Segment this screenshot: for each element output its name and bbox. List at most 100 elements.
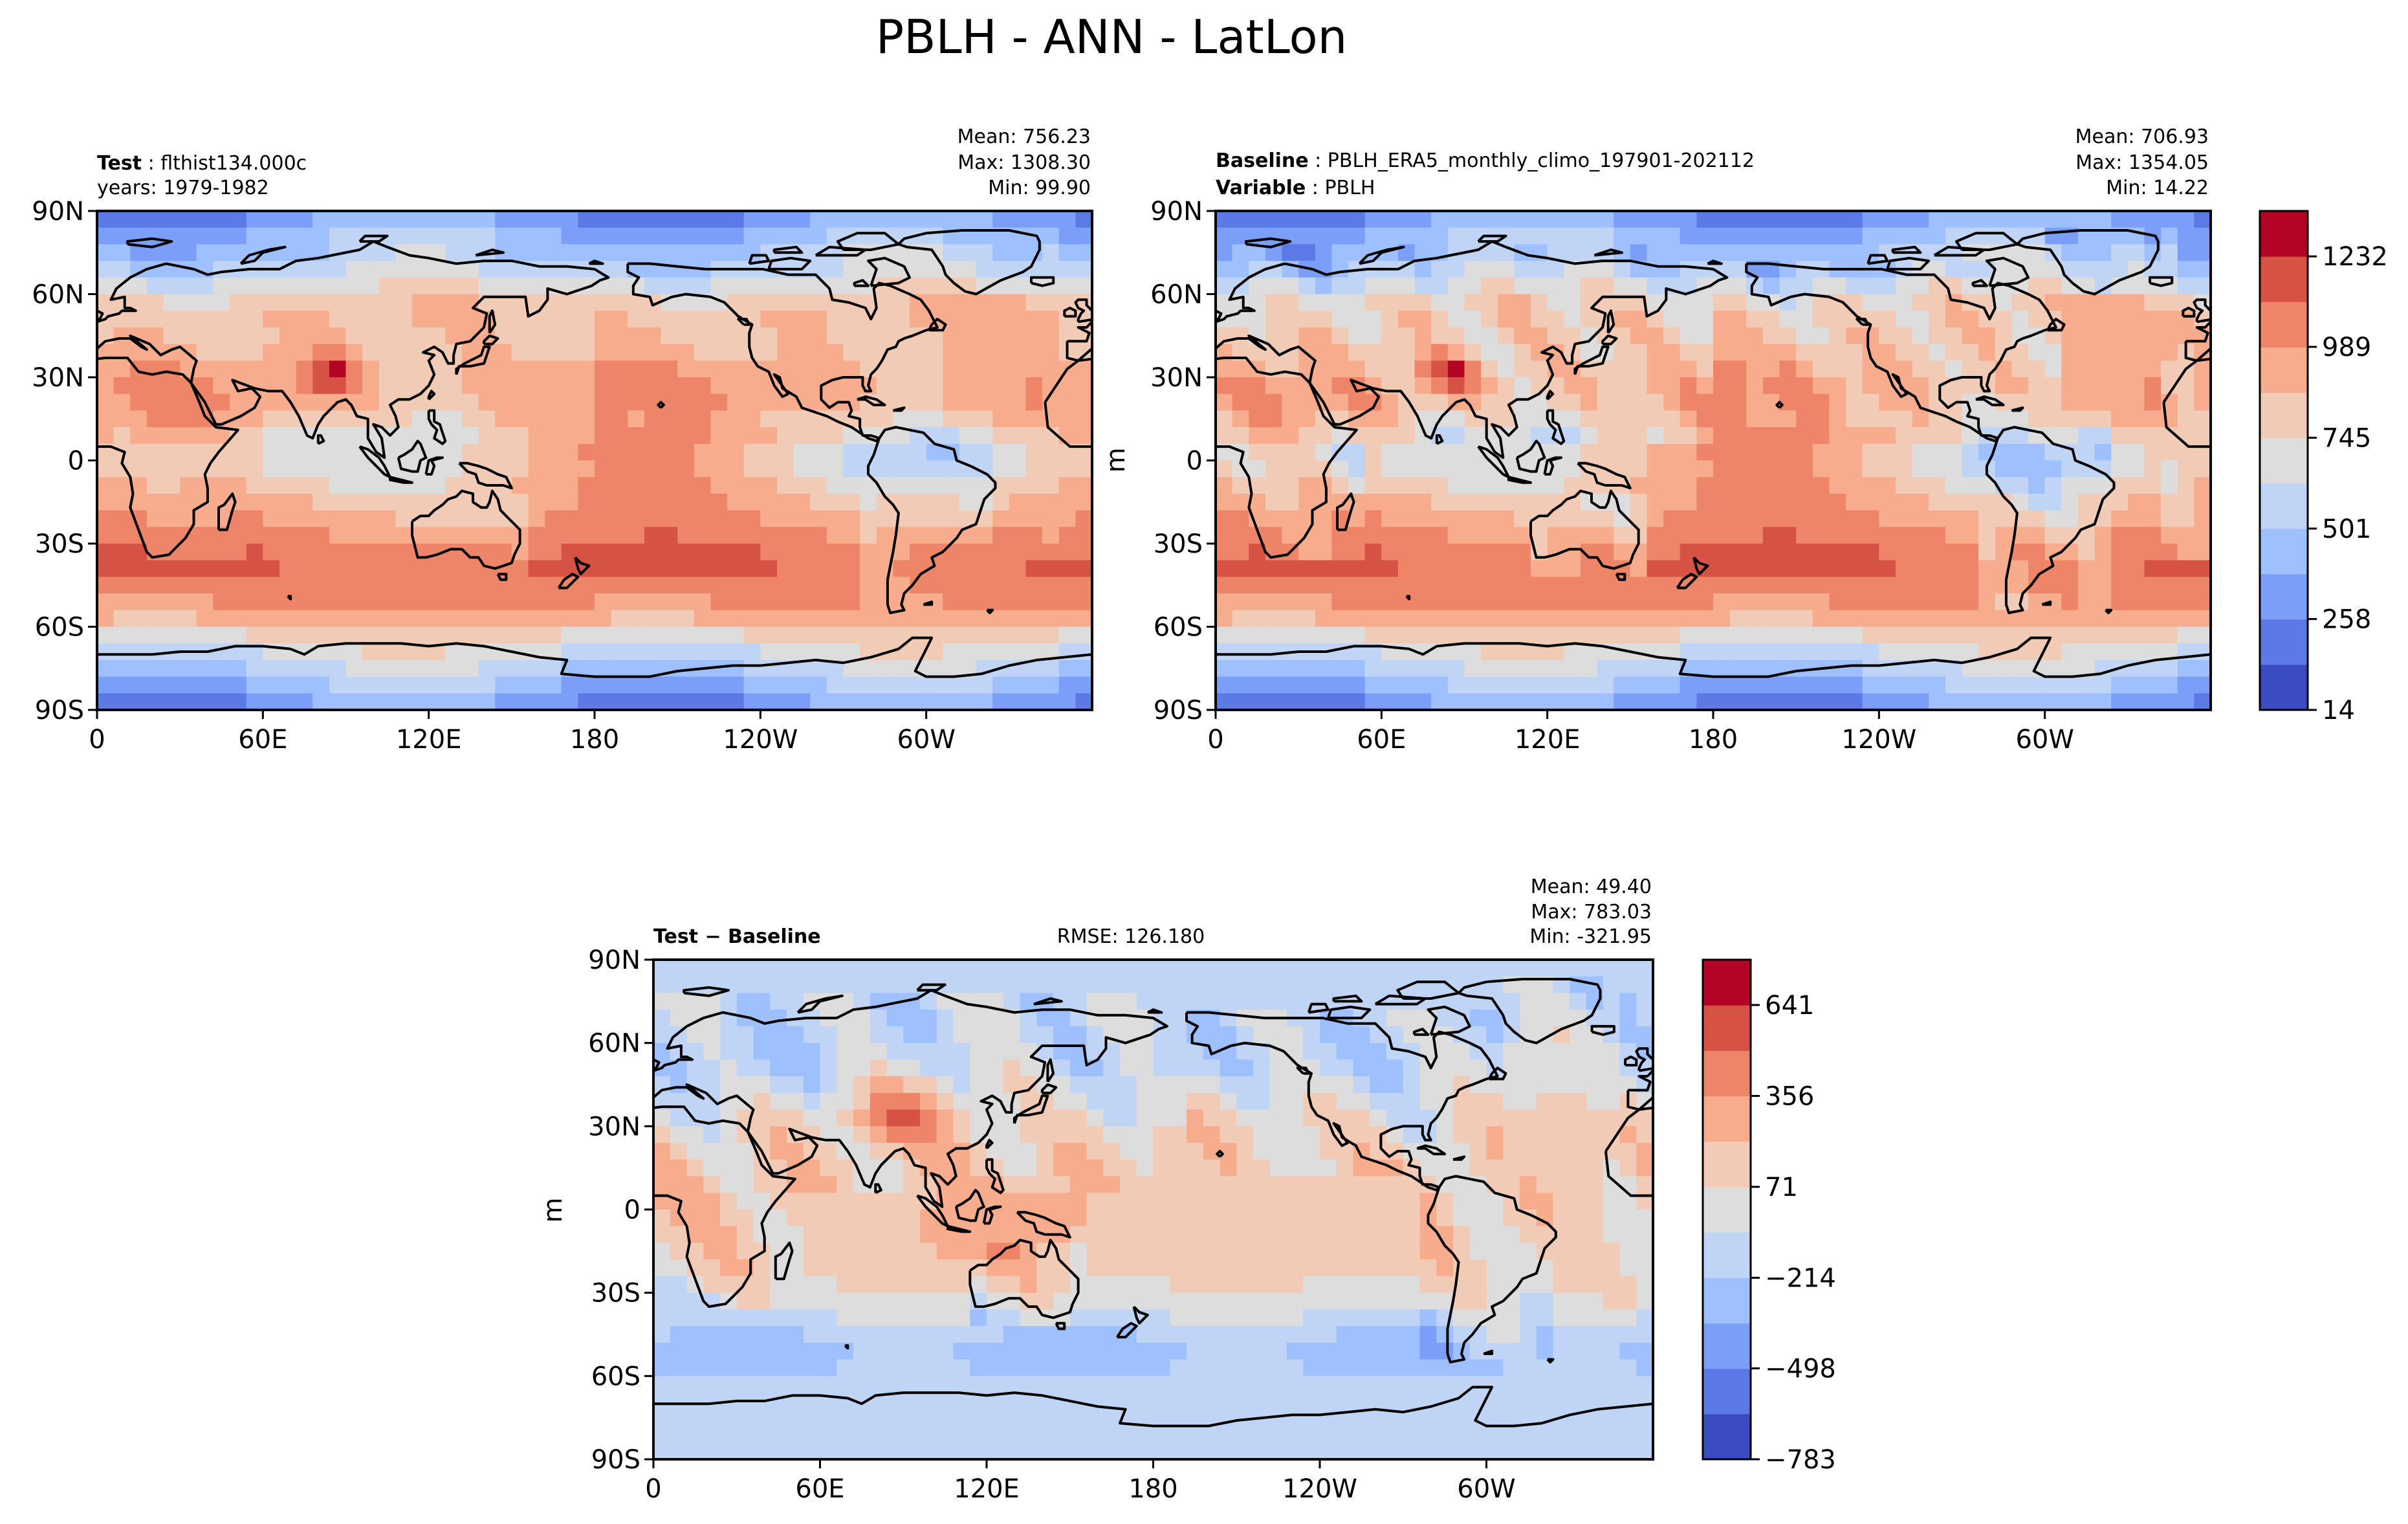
test-field-cell bbox=[628, 643, 645, 661]
diff-field-cell bbox=[686, 1176, 705, 1193]
baseline-field-cell bbox=[1762, 510, 1780, 528]
baseline-field-cell bbox=[1995, 527, 2013, 544]
baseline-field-cell bbox=[1846, 460, 1863, 478]
diff-field-cell bbox=[837, 1076, 854, 1094]
coastline-iceland bbox=[1030, 276, 1055, 287]
diff-field-cell bbox=[1236, 1026, 1254, 1044]
diff-field-cell bbox=[736, 1059, 754, 1077]
baseline-field-cell bbox=[1331, 244, 1349, 261]
diff-field-cell bbox=[853, 1259, 871, 1277]
baseline-field-cell bbox=[1929, 659, 1946, 678]
test-field-cell bbox=[1075, 693, 1092, 710]
test-field-cell bbox=[1058, 626, 1077, 644]
diff-field-cell bbox=[853, 1059, 871, 1077]
test-field-cell bbox=[213, 443, 230, 461]
baseline-field-cell bbox=[1962, 510, 1979, 528]
diff-field-cell bbox=[1636, 1159, 1653, 1177]
diff-field-cell bbox=[1469, 1026, 1487, 1044]
baseline-field-cell bbox=[1779, 227, 1797, 245]
baseline-field-cell bbox=[1630, 626, 1648, 644]
diff-field-cell bbox=[1453, 1059, 1471, 1077]
test-field-cell bbox=[97, 676, 115, 694]
test-field-cell bbox=[860, 577, 877, 594]
baseline-field-cell bbox=[2094, 577, 2112, 594]
baseline-field-cell bbox=[2194, 227, 2211, 245]
diff-field-cell bbox=[1586, 1143, 1604, 1160]
test-field-cell bbox=[180, 311, 197, 328]
baseline-field-cell bbox=[2061, 676, 2079, 694]
test-field-cell bbox=[279, 311, 297, 328]
diff-field-cell bbox=[1603, 1076, 1621, 1094]
test-field-cell bbox=[545, 610, 562, 628]
test-field-cell bbox=[628, 311, 645, 328]
test-field-cell bbox=[230, 211, 247, 228]
baseline-field-cell bbox=[1447, 327, 1465, 345]
diff-field-cell bbox=[936, 1109, 954, 1127]
diff-field-cell bbox=[920, 1076, 937, 1094]
baseline-field-cell bbox=[2028, 261, 2046, 278]
test-field-cell bbox=[279, 294, 297, 311]
test-field-cell bbox=[511, 277, 529, 295]
baseline-field-cell bbox=[1962, 643, 1979, 661]
baseline-field-cell bbox=[1978, 510, 1996, 528]
test-field-cell bbox=[1042, 626, 1060, 644]
diff-field-cell bbox=[1153, 1193, 1171, 1210]
test-field-cell bbox=[329, 659, 347, 678]
test-field-cell bbox=[478, 443, 496, 461]
baseline-field-cell bbox=[1912, 676, 1929, 694]
baseline-field-cell bbox=[2127, 244, 2145, 261]
baseline-field-cell bbox=[1729, 676, 1747, 694]
baseline-field-cell bbox=[1216, 427, 1233, 445]
baseline-field-cell bbox=[1862, 676, 1880, 694]
diff-field-cell bbox=[853, 1159, 871, 1177]
baseline-field-cell bbox=[1216, 676, 1233, 694]
test-field-cell bbox=[578, 410, 595, 428]
coastline-kerguelen bbox=[2402, 596, 2404, 599]
diff-field-cell bbox=[1269, 1176, 1287, 1193]
test-field-cell bbox=[461, 659, 479, 678]
diff-field-cell bbox=[870, 1143, 888, 1160]
baseline-field-cell bbox=[1962, 527, 1979, 544]
test-field-cell bbox=[561, 493, 579, 511]
test-field-cell bbox=[163, 327, 181, 345]
baseline-field-cell bbox=[1348, 227, 1366, 245]
baseline-field-cell bbox=[1614, 693, 1631, 710]
baseline-field-cell bbox=[1978, 211, 1996, 228]
baseline-field-cell bbox=[1812, 693, 1830, 710]
test-field-cell bbox=[1075, 544, 1092, 561]
baseline-field-cell bbox=[1564, 311, 1581, 328]
baseline-field-cell bbox=[1762, 477, 1780, 494]
baseline-field-cell bbox=[2111, 360, 2129, 378]
test-field-cell bbox=[943, 659, 960, 678]
test-field-cell bbox=[1025, 676, 1043, 694]
baseline-field-cell bbox=[1265, 393, 1283, 412]
diff-field-cell bbox=[736, 1242, 754, 1260]
baseline-field-cell bbox=[2194, 211, 2211, 228]
test-field-cell bbox=[528, 227, 545, 245]
test-field-cell bbox=[97, 211, 115, 228]
baseline-field-cell bbox=[1464, 477, 1482, 494]
test-field-cell bbox=[1009, 643, 1027, 661]
test-field-cell bbox=[378, 277, 397, 295]
diff-field-cell bbox=[1503, 993, 1520, 1010]
test-field-cell bbox=[727, 610, 745, 628]
test-field-cell bbox=[163, 277, 181, 295]
test-field-cell bbox=[628, 427, 645, 445]
test-field-cell bbox=[428, 294, 446, 311]
diff-field-cell bbox=[1520, 1109, 1537, 1127]
test-field-cell bbox=[345, 693, 363, 710]
baseline-field-cell bbox=[1514, 593, 1531, 611]
diff-field-cell bbox=[853, 1109, 871, 1127]
baseline-field-cell bbox=[1912, 311, 1929, 328]
baseline-label-sep: : bbox=[1309, 149, 1328, 172]
baseline-field-cell bbox=[1995, 693, 2013, 710]
diff-field-cell bbox=[1320, 960, 1337, 977]
baseline-field-cell bbox=[1729, 344, 1747, 362]
diff-field-cell bbox=[1603, 1209, 1621, 1227]
baseline-field-cell bbox=[2011, 294, 2029, 311]
test-field-cell bbox=[810, 659, 827, 678]
baseline-field-cell bbox=[2061, 593, 2079, 611]
test-field-cell bbox=[727, 410, 745, 428]
test-field-cell bbox=[578, 460, 595, 478]
test-field-cell bbox=[1042, 676, 1060, 694]
